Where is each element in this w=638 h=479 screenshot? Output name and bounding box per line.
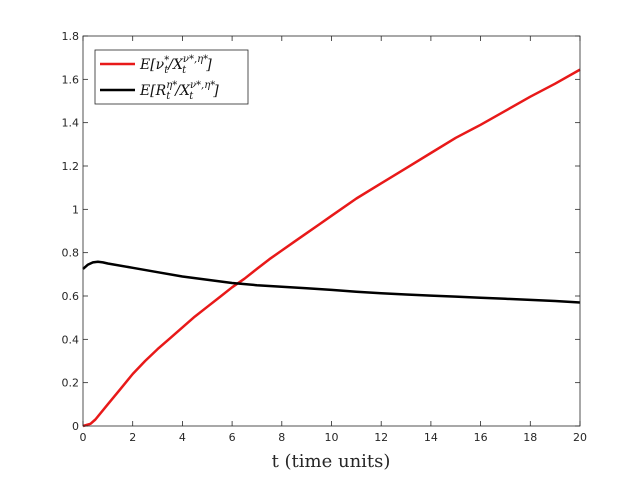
series-line-black <box>82 260 581 304</box>
x-axis-label: t (time units) <box>272 451 391 472</box>
series-layer <box>82 68 581 428</box>
x-tick-label: 6 <box>229 431 236 444</box>
y-tick-label: 1.6 <box>62 73 80 86</box>
x-tick-label: 2 <box>129 431 136 444</box>
y-tick-label: 1.2 <box>62 160 80 173</box>
x-tick-label: 18 <box>523 431 537 444</box>
legend-box <box>94 49 249 105</box>
x-tick-label: 8 <box>278 431 285 444</box>
series-line-red <box>82 68 581 428</box>
y-tick-label: 0.6 <box>62 290 80 303</box>
y-tick-label: 1.4 <box>62 117 80 130</box>
y-tick-label: 1.8 <box>62 30 80 43</box>
x-tick-label: 16 <box>474 431 488 444</box>
tick-layer: 0 2 4 6 8 10 12 14 16 18 20 0 0.2 0.4 0.6 0.8 1 1.2 1.4 1.6… <box>62 30 588 444</box>
y-tick-label: 0.4 <box>62 333 80 346</box>
legend: E[ν* t/Xν*,η* t] E[Rη* t/Xν*,η* t] <box>94 49 249 105</box>
x-tick-label: 4 <box>179 431 186 444</box>
x-tick-label: 14 <box>424 431 438 444</box>
y-tick-label: 0.8 <box>62 247 80 260</box>
y-tick-label: 1 <box>72 203 79 216</box>
y-tick-label: 0 <box>72 420 79 433</box>
x-tick-label: 12 <box>374 431 388 444</box>
x-tick-label: 20 <box>573 431 587 444</box>
x-tick-label: 0 <box>80 431 87 444</box>
x-tick-label: 10 <box>325 431 339 444</box>
y-tick-label: 0.2 <box>62 377 80 390</box>
